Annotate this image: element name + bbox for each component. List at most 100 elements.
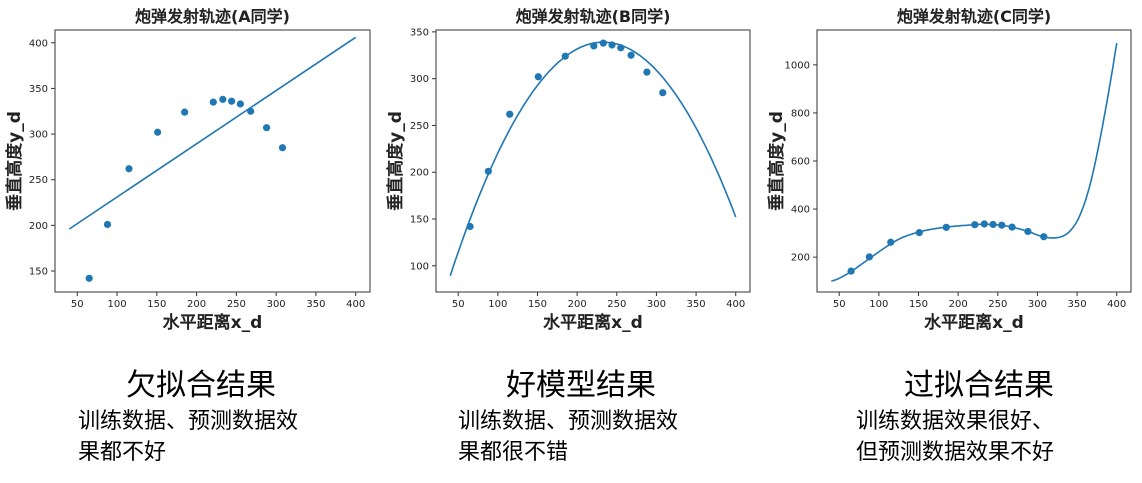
plot-frame (54, 29, 371, 293)
y-axis-label: 垂直高度y_d (766, 111, 787, 211)
x-tick-label: 350 (1068, 299, 1087, 310)
x-tick-label: 300 (1028, 299, 1047, 310)
caption-title-good-fit: 好模型结果 (506, 368, 656, 403)
data-point (466, 222, 474, 231)
data-point (247, 107, 255, 115)
x-tick-label: 50 (833, 299, 846, 310)
data-point (534, 73, 542, 81)
x-tick-label: 150 (147, 299, 166, 310)
data-point (617, 44, 625, 52)
caption-desc-overfit: 训练数据效果很好、 但预测数据效果不好 (856, 409, 1055, 465)
x-tick-label: 250 (227, 299, 246, 310)
y-tick-label: 250 (410, 121, 429, 132)
data-point (278, 144, 287, 152)
data-point (915, 229, 923, 237)
y-tick-label: 200 (410, 168, 429, 179)
panel-underfit: 炮弹发射轨迹(A同学) 50 100 150 200 250 300 350 400 150 200… (0, 0, 381, 483)
x-tick-label: 350 (306, 299, 325, 310)
data-point (847, 267, 855, 275)
x-tick-label: 250 (607, 299, 626, 310)
x-tick-label: 400 (346, 299, 365, 310)
x-axis-label: 水平距离x_d (543, 312, 643, 333)
data-point (887, 238, 895, 246)
fit-curve (830, 43, 1118, 282)
caption-desc-good-fit: 训练数据、预测数据效 果都很不错 (458, 409, 679, 465)
fit-curve (449, 41, 737, 276)
x-tick-label: 50 (71, 299, 84, 310)
y-axis-label: 垂直高度y_d (4, 111, 25, 211)
x-tick-label: 200 (187, 299, 206, 310)
fit-curve (68, 36, 357, 230)
data-point (227, 97, 236, 105)
panel-good-fit: 炮弹发射轨迹(B同学) 50 100 150 200 250 300 350 400 100 150… (381, 0, 762, 483)
data-point (865, 253, 873, 261)
data-point (1040, 233, 1048, 241)
chart-title: 炮弹发射轨迹(B同学) (516, 7, 671, 26)
y-tick-label: 600 (791, 157, 810, 168)
x-tick-label: 350 (687, 299, 706, 310)
caption-desc-underfit: 训练数据、预测数据效 果都不好 (78, 409, 299, 465)
y-tick-label: 100 (410, 261, 429, 272)
x-tick-label: 250 (988, 299, 1007, 310)
data-point (236, 100, 244, 108)
data-point (209, 98, 217, 106)
data-point (627, 51, 635, 59)
data-point (103, 220, 112, 229)
y-tick-label: 400 (29, 38, 48, 49)
data-point (484, 167, 492, 175)
panel-overfit: 炮弹发射轨迹(C同学) 50 100 150 200 250 300 350 400 200 400… (762, 0, 1142, 483)
data-point (506, 110, 514, 118)
x-tick-label: 50 (452, 299, 465, 310)
y-tick-label: 200 (29, 221, 48, 232)
x-tick-label: 100 (488, 299, 507, 310)
y-tick-label: 400 (791, 205, 810, 216)
y-tick-label: 300 (29, 130, 48, 141)
y-tick-label: 350 (29, 84, 48, 95)
data-point (1024, 227, 1032, 236)
x-tick-label: 100 (107, 299, 126, 310)
caption-title-overfit: 过拟合结果 (904, 368, 1054, 403)
x-tick-label: 150 (528, 299, 547, 310)
x-tick-label: 300 (647, 299, 666, 310)
y-tick-label: 150 (29, 267, 48, 278)
x-tick-label: 300 (267, 299, 286, 310)
data-point (659, 89, 667, 97)
y-axis-label: 垂直高度y_d (385, 111, 406, 211)
data-point (125, 165, 133, 173)
chart-underfit: 炮弹发射轨迹(A同学) 50 100 150 200 250 300 350 400 150 200… (4, 7, 371, 333)
plot-frame (435, 29, 751, 293)
data-point (262, 124, 271, 132)
data-point (1008, 223, 1016, 231)
data-point (971, 221, 979, 229)
data-point (181, 108, 189, 116)
chart-title: 炮弹发射轨迹(A同学) (135, 7, 290, 26)
y-tick-label: 800 (791, 108, 810, 119)
data-point (590, 42, 598, 50)
y-tick-label: 350 (410, 27, 429, 38)
x-tick-label: 100 (869, 299, 888, 310)
y-tick-label: 1000 (785, 60, 810, 71)
y-tick-label: 200 (791, 253, 810, 264)
data-point (561, 52, 569, 60)
x-tick-label: 150 (909, 299, 928, 310)
data-point (154, 128, 162, 136)
y-tick-label: 150 (410, 215, 429, 226)
data-point (643, 68, 651, 76)
data-point (219, 95, 227, 103)
data-point (998, 221, 1006, 229)
y-tick-label: 300 (410, 74, 429, 85)
plot-frame (816, 29, 1132, 293)
y-tick-label: 250 (29, 175, 48, 186)
chart-title: 炮弹发射轨迹(C同学) (897, 7, 1051, 26)
data-point (942, 223, 950, 231)
data-point (599, 39, 607, 47)
chart-overfit: 炮弹发射轨迹(C同学) 50 100 150 200 250 300 350 400 200 400… (766, 7, 1132, 333)
x-tick-label: 400 (726, 299, 745, 310)
data-point (85, 274, 93, 282)
caption-title-underfit: 欠拟合结果 (126, 368, 276, 403)
x-tick-label: 200 (568, 299, 587, 310)
x-tick-label: 200 (949, 299, 968, 310)
chart-good-fit: 炮弹发射轨迹(B同学) 50 100 150 200 250 300 350 400 100 150… (385, 7, 751, 333)
data-point (980, 220, 988, 228)
data-point (989, 220, 997, 229)
